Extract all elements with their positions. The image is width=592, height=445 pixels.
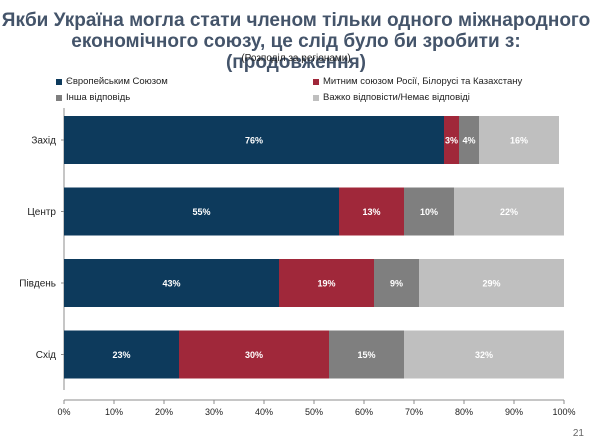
legend-label-eu: Європейським Союзом [66, 76, 168, 87]
data-label: 15% [357, 350, 375, 360]
data-label: 43% [162, 279, 180, 289]
bar-segment [279, 259, 374, 307]
data-label: 32% [475, 350, 493, 360]
legend: Європейським Союзом Митним союзом Росії,… [0, 76, 592, 112]
x-tick-label: 0% [57, 407, 70, 417]
bar-segment [329, 330, 404, 379]
x-tick-label: 90% [505, 407, 523, 417]
legend-item-no-answer: Важко відповісти/Немає відповіді [313, 92, 470, 103]
bar-segment [419, 259, 564, 307]
data-label: 22% [500, 207, 518, 217]
bar-segment [64, 187, 339, 236]
legend-swatch-eu [56, 78, 62, 85]
data-label: 30% [245, 350, 263, 360]
data-label: 29% [482, 279, 500, 289]
legend-item-eu: Європейським Союзом [56, 76, 168, 87]
x-tick-label: 70% [405, 407, 423, 417]
x-tick-label: 30% [205, 407, 223, 417]
bar-segment [339, 187, 404, 236]
category-label: Південь [19, 279, 56, 290]
data-label: 10% [420, 207, 438, 217]
bar-segment [64, 330, 179, 379]
data-label: 16% [510, 136, 528, 146]
bar-segment [404, 187, 454, 236]
legend-item-customs-union: Митним союзом Росії, Білорусі та Казахст… [313, 76, 522, 87]
data-label: 23% [112, 350, 130, 360]
x-tick-label: 60% [355, 407, 373, 417]
bar-segment [479, 116, 559, 164]
legend-swatch-customs-union [313, 78, 319, 85]
legend-label-no-answer: Важко відповісти/Немає відповіді [323, 92, 470, 103]
legend-item-other: Інша відповідь [56, 92, 130, 103]
bar-segment [374, 259, 419, 307]
category-label: Схід [36, 350, 56, 361]
bar-segment [179, 330, 329, 379]
x-tick-label: 20% [155, 407, 173, 417]
x-tick-label: 80% [455, 407, 473, 417]
x-tick-label: 10% [105, 407, 123, 417]
legend-swatch-other [56, 94, 62, 101]
data-label: 76% [245, 136, 263, 146]
legend-label-other: Інша відповідь [66, 92, 131, 103]
legend-label-customs-union: Митним союзом Росії, Білорусі та Казахст… [323, 76, 523, 87]
x-tick-label: 40% [255, 407, 273, 417]
bar-segment [459, 116, 479, 164]
bar-segment [454, 187, 564, 236]
chart-title: Якби Україна могла стати членом тільки о… [1, 10, 591, 73]
chart-subtitle: (Розподіл за регіонами) [241, 53, 351, 64]
data-label: 13% [362, 207, 380, 217]
x-tick-label: 100% [552, 407, 575, 417]
data-label: 55% [192, 207, 210, 217]
data-label: 19% [317, 279, 335, 289]
x-tick-label: 50% [305, 407, 323, 417]
category-label: Захід [31, 136, 56, 147]
data-label: 9% [390, 279, 403, 289]
bar-segment [64, 116, 444, 164]
bar-segment [444, 116, 459, 164]
page-number: 21 [572, 428, 584, 439]
category-label: Центр [27, 207, 56, 218]
legend-swatch-no-answer [313, 94, 319, 101]
bar-segment [404, 330, 564, 379]
data-label: 4% [462, 136, 475, 146]
data-label: 3% [445, 136, 458, 146]
bar-segment [64, 259, 279, 307]
